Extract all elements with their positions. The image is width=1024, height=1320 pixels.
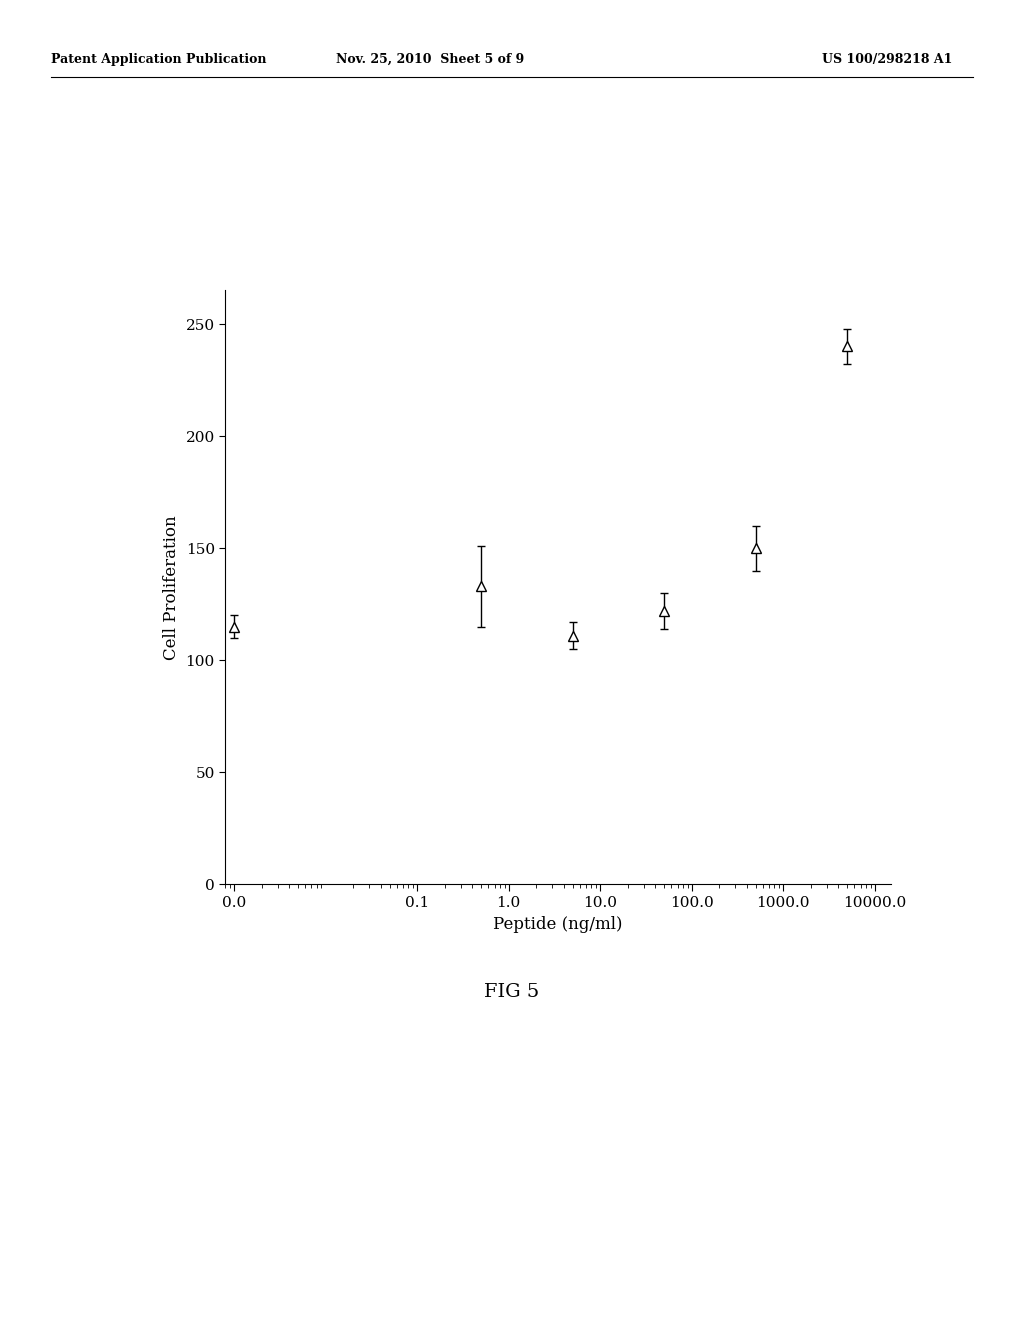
Y-axis label: Cell Proliferation: Cell Proliferation — [163, 515, 180, 660]
Text: US 100/298218 A1: US 100/298218 A1 — [822, 53, 952, 66]
Text: Nov. 25, 2010  Sheet 5 of 9: Nov. 25, 2010 Sheet 5 of 9 — [336, 53, 524, 66]
Text: FIG 5: FIG 5 — [484, 983, 540, 1002]
X-axis label: Peptide (ng/ml): Peptide (ng/ml) — [494, 916, 623, 933]
Text: Patent Application Publication: Patent Application Publication — [51, 53, 266, 66]
